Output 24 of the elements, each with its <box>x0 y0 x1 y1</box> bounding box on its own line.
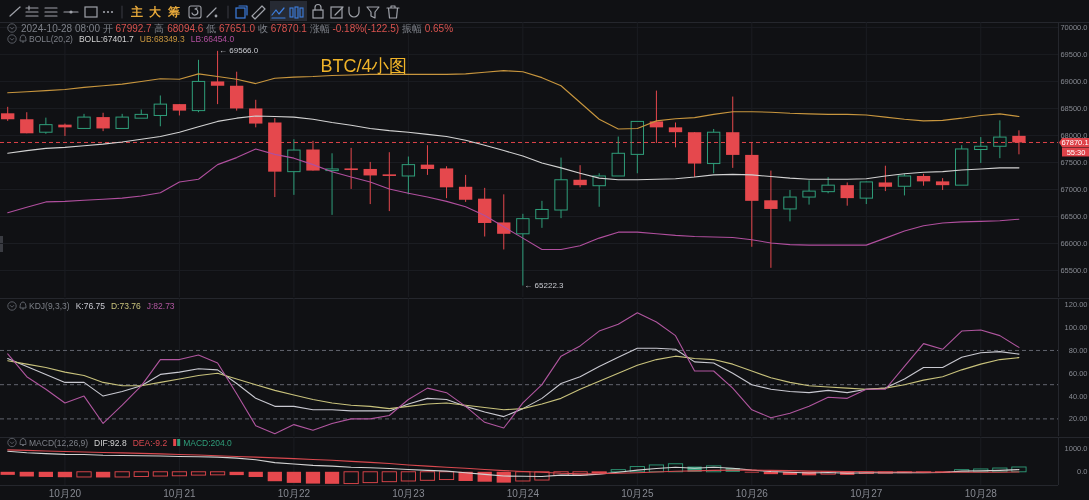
annotation: ← 69566.0 <box>219 46 259 56</box>
x-tick-label: 10月28 <box>964 487 998 499</box>
x-tick-label: 10月26 <box>735 487 769 499</box>
x-tick-label: 10月22 <box>277 487 311 499</box>
x-tick-label: 10月20 <box>48 487 82 499</box>
series-label: DEA:-9.2 <box>132 437 168 448</box>
x-tick-label: 10月25 <box>621 487 654 499</box>
text: 筹 <box>167 5 180 18</box>
x-tick-label: 10月27 <box>850 487 883 499</box>
text: 主 <box>130 5 143 18</box>
x-tick-label: 10月23 <box>392 487 425 499</box>
legend-label: MACD:204.0 <box>183 437 233 448</box>
x-tick-label: 10月21 <box>163 487 196 499</box>
text: BTC/4小图 <box>320 56 408 76</box>
x-tick-label: 10月24 <box>506 487 540 499</box>
text: 大 <box>149 5 162 18</box>
text: 2024-10-28 08:00 开 67992.7 高 68094.6 低 67651.0 收 67870.1 涨幅 -0.18%(-122.5) 振幅 0.65% <box>21 22 454 34</box>
series-label: DIF:92.8 <box>94 437 127 448</box>
annotation: ← 65222.3 <box>524 281 565 291</box>
legend-title: KDJ(9,3,3) <box>29 301 70 311</box>
legend: KDJ(9,3,3) K:76.75 D:73.76 J:82.73 <box>7 301 175 311</box>
legend: BOLL(20,2) BOLL:67401.7 UB:68349.3 LB:66454.0 <box>7 34 235 44</box>
legend-title: BOLL(20,2) <box>29 34 74 44</box>
legend-title: MACD(12,26,9) <box>29 437 89 448</box>
